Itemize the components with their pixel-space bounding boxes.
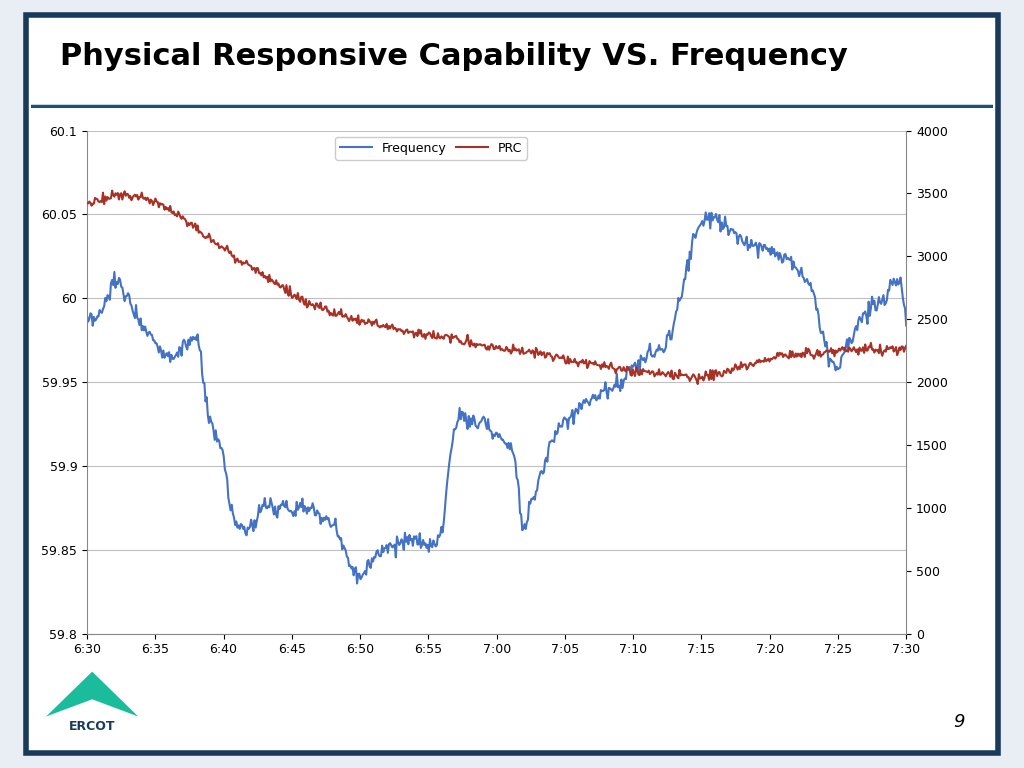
PRC: [95, 197, 108, 207]
PRC: [597, 362, 609, 372]
Frequency: [180, 342, 193, 351]
Legend: Frequency, PRC: Frequency, PRC: [335, 137, 527, 160]
Frequency: [900, 321, 912, 330]
PRC: [621, 362, 633, 371]
Frequency: [699, 208, 712, 217]
Frequency: [621, 363, 633, 372]
Frequency: [597, 386, 609, 396]
Frequency: [263, 503, 275, 512]
PRC: [307, 301, 319, 310]
PRC: [181, 222, 194, 231]
PRC: [105, 186, 118, 195]
Line: Frequency: Frequency: [87, 213, 906, 584]
PRC: [900, 341, 912, 350]
Frequency: [81, 311, 93, 320]
Text: ERCOT: ERCOT: [69, 720, 116, 733]
Text: 9: 9: [953, 713, 965, 730]
PRC: [264, 276, 276, 286]
PRC: [81, 199, 93, 208]
PRC: [691, 379, 703, 389]
Line: PRC: PRC: [87, 190, 906, 384]
Frequency: [306, 498, 318, 508]
Text: Physical Responsive Capability VS. Frequency: Physical Responsive Capability VS. Frequ…: [59, 42, 848, 71]
Frequency: [351, 579, 364, 588]
Polygon shape: [46, 671, 138, 717]
Frequency: [95, 308, 108, 317]
